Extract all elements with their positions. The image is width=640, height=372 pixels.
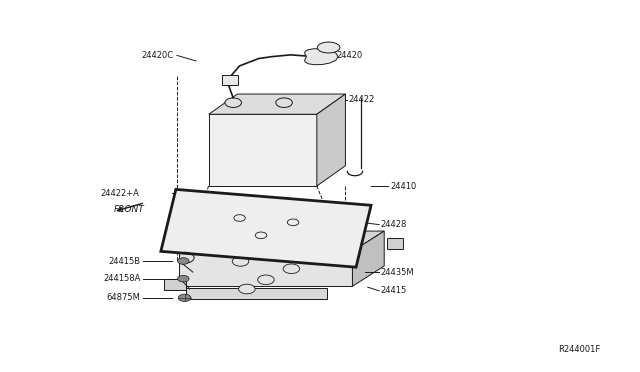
Polygon shape [209, 94, 346, 114]
Circle shape [225, 98, 241, 108]
Polygon shape [179, 231, 384, 251]
Polygon shape [164, 279, 186, 290]
Circle shape [239, 284, 255, 294]
Polygon shape [222, 75, 237, 85]
Text: 24415B: 24415B [109, 257, 141, 266]
Polygon shape [209, 114, 317, 186]
Polygon shape [186, 288, 327, 299]
Text: 24415: 24415 [380, 286, 406, 295]
Text: 24420C: 24420C [141, 51, 173, 60]
Circle shape [276, 98, 292, 108]
Text: 24435M: 24435M [380, 268, 414, 277]
Circle shape [177, 258, 189, 264]
Text: 24422: 24422 [349, 95, 375, 104]
Text: 24422+A: 24422+A [100, 189, 140, 198]
Circle shape [258, 275, 274, 285]
Text: 64875M: 64875M [107, 293, 141, 302]
Circle shape [177, 275, 189, 282]
Text: R244001F: R244001F [559, 345, 601, 354]
Text: 24428: 24428 [380, 220, 407, 229]
Text: 24420: 24420 [336, 51, 362, 60]
Circle shape [234, 215, 245, 221]
Polygon shape [317, 94, 346, 186]
Text: 244158A: 244158A [103, 274, 141, 283]
Polygon shape [305, 49, 338, 65]
Text: 24410: 24410 [390, 182, 416, 190]
Circle shape [232, 257, 249, 266]
Polygon shape [161, 189, 371, 267]
Circle shape [255, 232, 267, 239]
Polygon shape [317, 42, 340, 53]
Polygon shape [353, 231, 384, 286]
Circle shape [283, 264, 300, 273]
Circle shape [287, 219, 299, 226]
Circle shape [178, 294, 191, 301]
Polygon shape [387, 238, 403, 250]
Polygon shape [179, 251, 353, 286]
Text: FRONT: FRONT [113, 205, 144, 214]
